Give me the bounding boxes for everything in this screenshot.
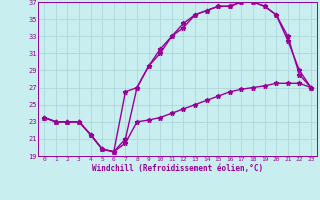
X-axis label: Windchill (Refroidissement éolien,°C): Windchill (Refroidissement éolien,°C) <box>92 164 263 173</box>
